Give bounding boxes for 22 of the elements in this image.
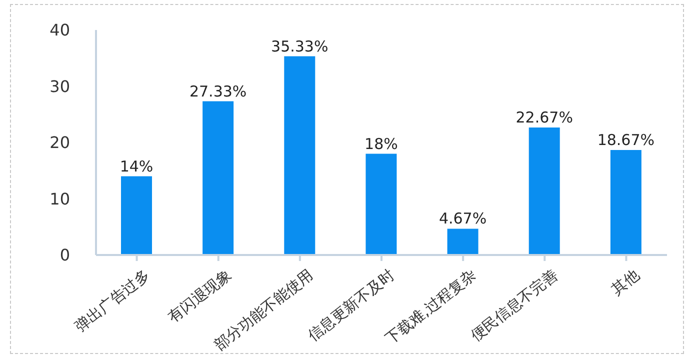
data-label: 18% [364, 134, 398, 153]
y-tick-label: 20 [50, 133, 70, 152]
x-tick-label: 有闪退现象 [164, 266, 235, 326]
y-tick-label: 40 [50, 20, 70, 40]
bar [447, 228, 478, 255]
bar [202, 101, 234, 255]
x-tick-label: 其他 [608, 266, 643, 299]
y-tick-label: 30 [50, 76, 70, 96]
bar [366, 154, 397, 255]
bar [284, 56, 316, 255]
y-tick-label: 10 [50, 189, 70, 208]
data-label: 35.33% [271, 37, 328, 56]
y-tick-label: 0 [60, 246, 70, 265]
bar [610, 150, 642, 255]
data-label: 27.33% [189, 82, 247, 100]
data-label: 22.67% [516, 108, 573, 126]
bar [528, 127, 560, 255]
x-tick-label: 弹出广告过多 [71, 266, 154, 336]
data-label: 14% [120, 157, 154, 176]
data-label: 18.67% [597, 130, 655, 149]
data-label: 4.67% [438, 210, 487, 228]
bar [121, 176, 152, 255]
